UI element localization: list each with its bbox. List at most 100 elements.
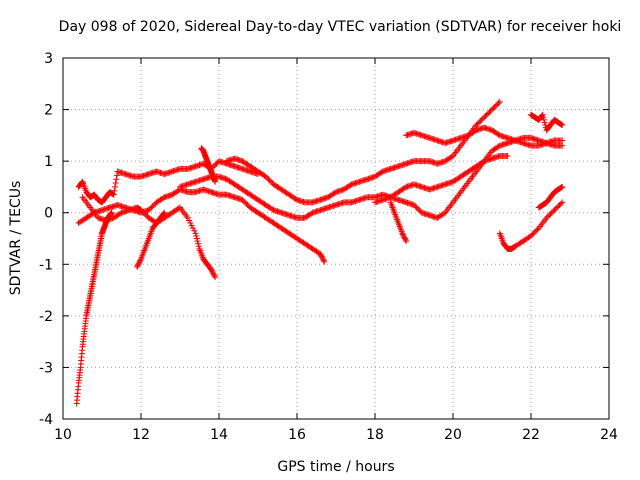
x-tick-label: 22 — [522, 427, 540, 443]
data-point — [399, 230, 406, 237]
data-point — [117, 210, 124, 217]
data-point — [212, 162, 219, 169]
data-point — [135, 261, 142, 268]
data-point — [540, 114, 547, 121]
data-point — [485, 110, 492, 117]
data-point — [559, 199, 566, 206]
y-tick-label: 3 — [44, 51, 53, 67]
data-point — [292, 195, 299, 202]
data-point — [243, 200, 250, 207]
data-point — [504, 152, 511, 159]
x-axis-label: GPS time / hours — [277, 459, 394, 475]
data-point — [531, 229, 538, 236]
data-point — [113, 176, 120, 183]
data-point — [448, 153, 455, 160]
data-point — [208, 267, 215, 274]
data-point — [210, 271, 217, 278]
data-point — [491, 103, 498, 110]
data-point — [547, 211, 554, 218]
data-point — [400, 232, 407, 239]
data-point — [533, 227, 540, 234]
series-arc-4 — [79, 194, 219, 281]
data-point — [244, 201, 251, 208]
data-point — [477, 118, 484, 125]
data-point — [496, 98, 503, 105]
data-point — [143, 212, 150, 219]
data-point — [542, 122, 549, 129]
data-point — [401, 235, 408, 242]
data-point — [140, 209, 147, 216]
data-point — [320, 257, 327, 264]
data-point — [193, 235, 200, 242]
series-arc-10 — [372, 152, 511, 206]
data-point — [539, 111, 546, 118]
data-point — [212, 178, 219, 185]
y-tick-label: 1 — [44, 154, 53, 170]
data-point — [412, 203, 419, 210]
data-point — [479, 159, 486, 166]
data-point — [481, 114, 488, 121]
data-point — [242, 199, 248, 206]
data-point — [175, 205, 182, 212]
data-point — [264, 174, 271, 181]
data-point — [112, 183, 118, 190]
data-point — [209, 269, 216, 276]
data-point — [188, 222, 195, 229]
data-point — [239, 196, 246, 203]
data-point — [262, 173, 269, 180]
data-point — [401, 184, 408, 191]
data-point — [486, 109, 493, 116]
data-point — [541, 116, 547, 123]
series-arc-9 — [403, 124, 566, 149]
data-point — [479, 115, 486, 122]
data-point — [347, 182, 354, 189]
data-point — [541, 119, 548, 126]
data-point — [413, 204, 420, 211]
data-point — [318, 253, 325, 260]
data-point — [472, 128, 479, 135]
data-point — [112, 180, 119, 187]
data-point — [473, 122, 480, 129]
y-tick-label: -4 — [39, 412, 53, 428]
data-point — [211, 272, 218, 279]
data-point — [190, 225, 196, 232]
data-point — [416, 207, 423, 214]
data-point — [494, 101, 501, 108]
data-point — [482, 113, 489, 120]
data-point — [378, 169, 385, 176]
data-point — [530, 230, 537, 237]
data-point — [240, 198, 247, 205]
y-tick-label: 2 — [44, 103, 53, 119]
data-point — [543, 214, 550, 221]
data-point — [213, 160, 220, 167]
series-arc-13 — [535, 183, 566, 211]
data-point — [544, 213, 551, 220]
data-point — [476, 119, 482, 126]
data-point — [317, 250, 324, 257]
data-point — [186, 217, 193, 224]
data-point — [151, 201, 157, 208]
data-point — [557, 200, 564, 207]
axis-ticks — [62, 57, 610, 420]
data-point — [208, 266, 215, 273]
data-point — [331, 189, 338, 196]
data-point — [555, 203, 562, 210]
data-point — [487, 107, 494, 114]
series-arc-8 — [223, 98, 503, 206]
data-point — [495, 131, 502, 138]
x-tick-label: 10 — [54, 427, 72, 443]
data-point — [403, 238, 410, 245]
data-point — [492, 102, 499, 109]
x-tick-label: 18 — [366, 427, 384, 443]
data-point — [534, 226, 541, 233]
data-point — [161, 209, 168, 216]
y-axis-label: SDTVAR / TECUs — [8, 181, 24, 296]
data-point — [136, 259, 143, 266]
chart-title: Day 098 of 2020, Sidereal Day-to-day VTE… — [59, 19, 622, 35]
data-point — [401, 234, 408, 241]
x-tick-label: 20 — [444, 427, 462, 443]
data-point — [141, 211, 148, 218]
data-point — [145, 207, 152, 214]
